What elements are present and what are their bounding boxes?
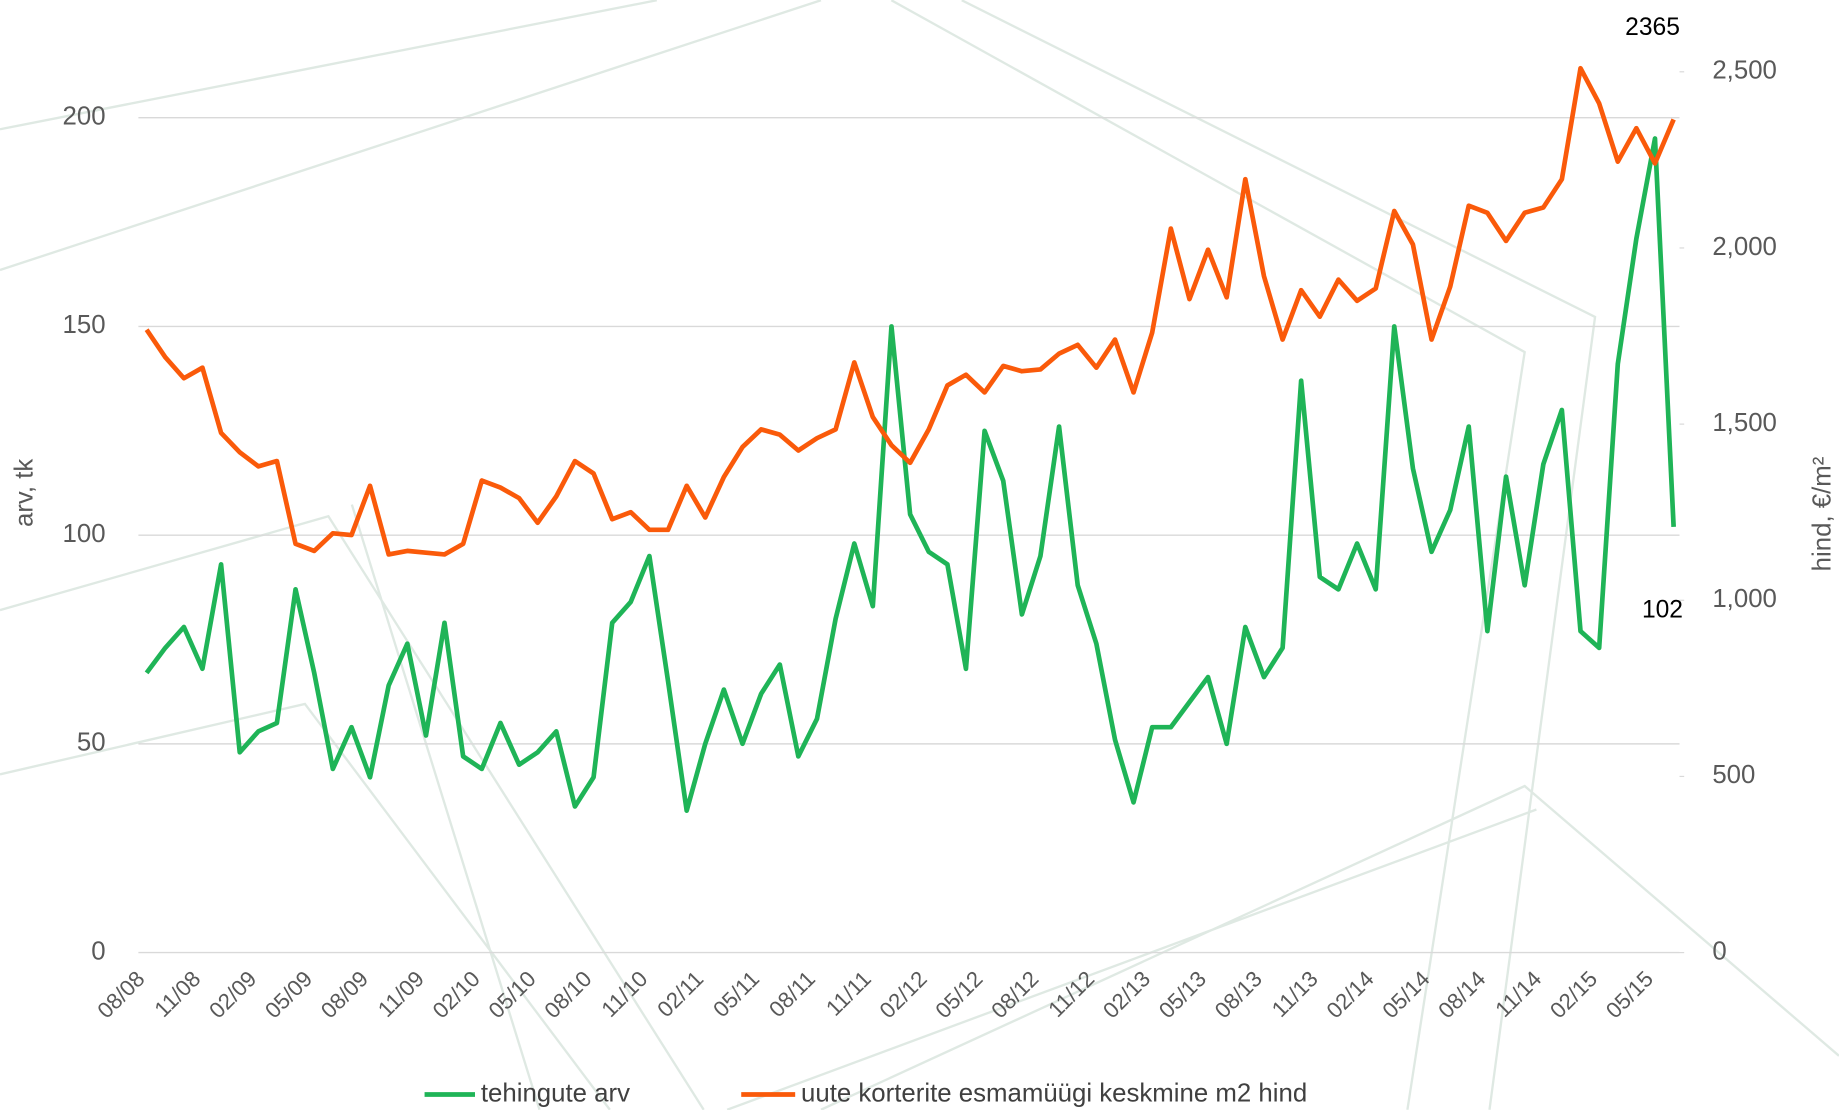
- x-tick-label: 11/08: [150, 966, 206, 1022]
- y2-tick-label: 0: [1712, 937, 1726, 965]
- y2-tick-label: 2,000: [1712, 233, 1777, 261]
- x-tick-label: 02/15: [1545, 966, 1602, 1023]
- x-tick-label: 05/11: [708, 966, 764, 1022]
- data-label: 102: [1642, 597, 1683, 624]
- x-tick-label: 08/14: [1433, 966, 1490, 1023]
- x-tick-label: 05/13: [1154, 966, 1211, 1023]
- y-tick-label: 50: [77, 729, 106, 757]
- x-tick-label: 05/15: [1601, 966, 1658, 1023]
- x-tick-label: 11/11: [821, 966, 876, 1021]
- y-tick-label: 100: [63, 520, 106, 548]
- x-tick-label: 08/08: [93, 966, 150, 1023]
- y-tick-label: 150: [63, 311, 106, 339]
- x-tick-label: 11/13: [1267, 966, 1323, 1022]
- series-line: [144, 136, 1676, 814]
- y2-axis-title: hind, €/m²: [1809, 456, 1837, 571]
- x-tick-label: 05/10: [484, 966, 541, 1023]
- x-tick-label: 02/11: [652, 966, 708, 1022]
- x-tick-label: 08/11: [764, 966, 820, 1022]
- y-tick-label: 200: [63, 103, 106, 131]
- series-line: [144, 65, 1676, 557]
- x-tick-label: 05/09: [260, 966, 317, 1023]
- y2-tick-label: 1,500: [1712, 409, 1777, 437]
- x-tick-label: 02/14: [1322, 966, 1379, 1023]
- x-tick-label: 05/12: [931, 966, 988, 1023]
- x-tick-label: 11/14: [1490, 966, 1546, 1022]
- legend-label: uute korterite esmamüügi keskmine m2 hin…: [801, 1079, 1307, 1107]
- y-axis-title: arv, tk: [11, 459, 39, 527]
- y2-tick-label: 1,000: [1712, 585, 1777, 613]
- legend-label: tehingute arv: [481, 1079, 630, 1107]
- y2-tick-label: 500: [1712, 761, 1755, 789]
- x-tick-label: 11/09: [373, 966, 429, 1022]
- y2-tick-label: 2,500: [1712, 57, 1777, 85]
- data-label: 2365: [1625, 14, 1680, 41]
- x-tick-label: 08/09: [316, 966, 373, 1023]
- x-tick-label: 02/10: [428, 966, 485, 1023]
- x-tick-label: 02/12: [875, 966, 932, 1023]
- x-tick-label: 02/09: [204, 966, 261, 1023]
- y-tick-label: 0: [91, 937, 105, 965]
- x-tick-label: 08/13: [1210, 966, 1267, 1023]
- x-tick-label: 02/13: [1098, 966, 1155, 1023]
- x-tick-label: 08/10: [539, 966, 596, 1023]
